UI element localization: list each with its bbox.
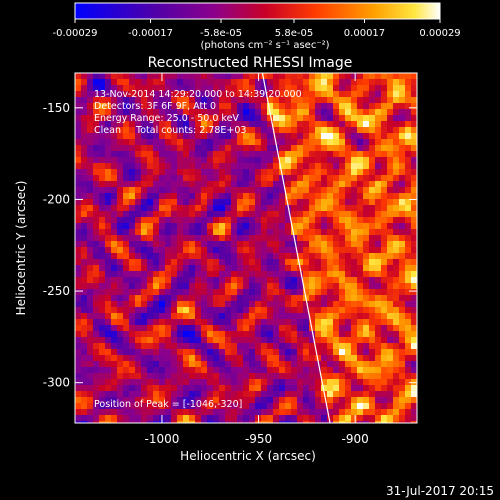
heatmap bbox=[75, 73, 417, 423]
colorbar-tick-label: -5.8e-05 bbox=[200, 28, 242, 39]
x-axis-label: Heliocentric X (arcsec) bbox=[180, 449, 316, 463]
plot-area: -1000 -950 -900 -300 -250 -200 -150 bbox=[43, 72, 418, 446]
colorbar-gradient bbox=[74, 2, 441, 20]
colorbar-tick-label: 0.00017 bbox=[344, 28, 385, 39]
chart-title: Reconstructed RHESSI Image bbox=[148, 55, 353, 71]
plot-frame bbox=[74, 72, 418, 424]
date-stamp: 31-Jul-2017 20:15 bbox=[386, 484, 494, 498]
colorbar: -0.00029 -0.00017 -5.8e-05 5.8e-05 0.00017 0.… bbox=[53, 2, 461, 51]
energy-range-annotation: Energy Range: 25.0 - 50.0 keV bbox=[94, 113, 239, 124]
y-tick-label: -150 bbox=[43, 101, 70, 115]
detectors-annotation: Detectors: 3F 6F 9F, Att 0 bbox=[94, 101, 216, 112]
colorbar-tick-label: 5.8e-05 bbox=[275, 28, 313, 39]
y-tick-label: -250 bbox=[43, 284, 70, 298]
x-tick-label: -1000 bbox=[145, 432, 180, 446]
colorbar-tick-label: 0.00029 bbox=[419, 28, 460, 39]
colorbar-tick-label: -0.00029 bbox=[53, 28, 98, 39]
solar-limb-line bbox=[261, 73, 331, 423]
y-tick-label: -300 bbox=[43, 376, 70, 390]
colorbar-unit-label: (photons cm⁻² s⁻¹ asec⁻²) bbox=[200, 40, 329, 51]
time-range-annotation: 13-Nov-2014 14:29:20.000 to 14:39:20.000 bbox=[94, 89, 302, 100]
x-tick-label: -950 bbox=[245, 432, 272, 446]
peak-position-annotation: Position of Peak = [-1046,-320] bbox=[94, 399, 242, 410]
y-axis-label: Heliocentric Y (arcsec) bbox=[14, 181, 28, 316]
x-tick-label: -900 bbox=[342, 432, 369, 446]
clean-counts-annotation: Clean Total counts: 2.78E+03 bbox=[94, 125, 246, 136]
y-tick-label: -200 bbox=[43, 192, 70, 206]
axis-ticks: -1000 -950 -900 -300 -250 -200 -150 bbox=[43, 73, 417, 446]
annotations: 13-Nov-2014 14:29:20.000 to 14:39:20.000… bbox=[94, 89, 302, 410]
colorbar-ticks: -0.00029 -0.00017 -5.8e-05 5.8e-05 0.00017 0.… bbox=[53, 19, 461, 39]
colorbar-tick-label: -0.00017 bbox=[128, 28, 173, 39]
